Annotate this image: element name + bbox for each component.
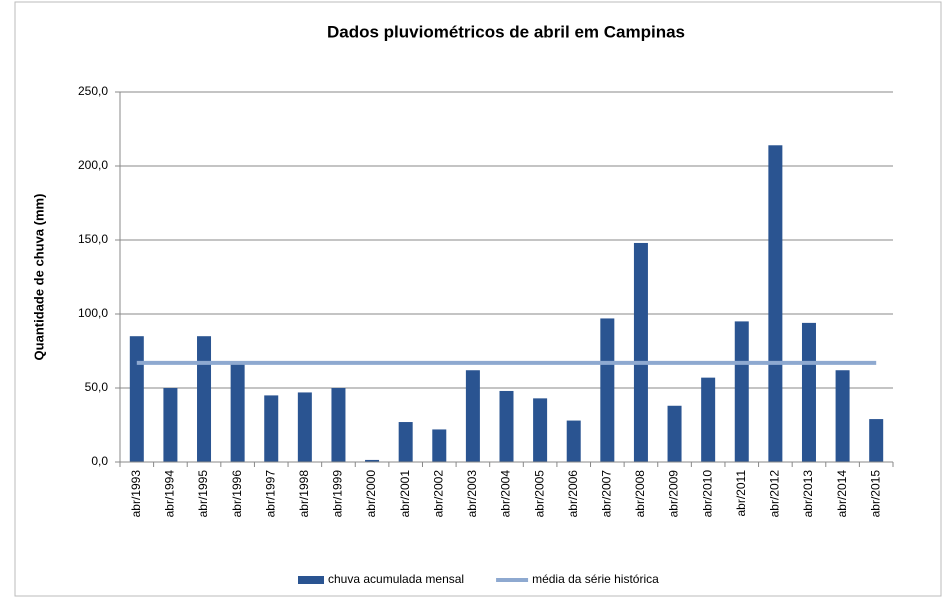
bar [297,392,312,462]
x-tick-label: abr/2003 [465,470,479,518]
x-tick-label: abr/1996 [230,470,244,518]
y-axis-title: Quantidade de chuva (mm) [31,194,46,361]
x-tick-label: abr/2006 [566,470,580,518]
x-tick-label: abr/2013 [801,470,815,518]
legend-swatch [298,576,324,584]
x-tick-label: abr/1999 [331,470,345,518]
y-tick-label: 150,0 [78,232,108,246]
bar [533,398,548,462]
bar [768,145,783,462]
bar [264,395,279,462]
chart-frame [14,1,942,597]
bar [432,429,447,462]
x-tick-label: abr/2009 [667,470,681,518]
x-tick-label: abr/1994 [163,470,177,518]
bar [499,390,514,462]
bar [835,370,850,462]
x-tick-label: abr/2011 [734,470,748,517]
legend-label: chuva acumulada mensal [328,572,464,586]
bar [734,321,749,462]
x-tick-label: abr/2007 [599,470,613,518]
bar [465,370,480,462]
y-tick-label: 0,0 [91,454,108,468]
x-tick-label: abr/2004 [499,470,513,518]
bar [667,405,682,462]
bar [197,336,212,462]
y-tick-label: 200,0 [78,158,108,172]
x-tick-label: abr/1997 [263,470,277,518]
bar [701,377,716,462]
bar [600,318,615,462]
bar [869,419,884,462]
x-tick-label: abr/2000 [364,470,378,518]
y-tick-label: 250,0 [78,84,108,98]
y-tick-label: 50,0 [85,380,109,394]
x-tick-label: abr/2002 [431,470,445,518]
bar [398,422,413,462]
x-tick-label: abr/1995 [196,470,210,518]
x-tick-label: abr/2014 [835,470,849,518]
bar [365,459,380,462]
x-tick-label: abr/2001 [398,470,412,518]
bar [163,388,178,462]
x-tick-label: abr/2015 [868,470,882,518]
bar [129,336,144,462]
bar [230,361,245,462]
x-tick-label: abr/1993 [129,470,143,518]
bar [331,388,346,462]
x-tick-label: abr/2010 [700,470,714,518]
bar [633,242,648,462]
y-tick-label: 100,0 [78,306,108,320]
x-tick-label: abr/2005 [532,470,546,518]
legend-label: média da série histórica [532,572,659,586]
x-tick-label: abr/2012 [768,470,782,518]
x-tick-label: abr/2008 [633,470,647,518]
bar [566,420,581,462]
x-tick-label: abr/1998 [297,470,311,518]
chart-title: Dados pluviométricos de abril em Campina… [327,22,685,41]
bar [801,322,816,462]
